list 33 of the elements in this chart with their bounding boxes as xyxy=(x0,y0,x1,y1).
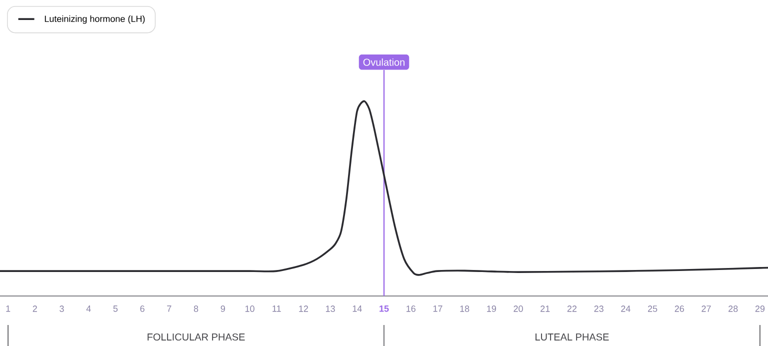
x-tick-label: 6 xyxy=(140,306,144,312)
x-tick-label: 28 xyxy=(728,306,738,312)
x-tick-label: 25 xyxy=(648,306,658,312)
x-tick-label: 7 xyxy=(167,306,172,312)
x-tick-label: 24 xyxy=(621,306,630,312)
x-tick-label: 22 xyxy=(567,306,577,312)
legend-label: Luteinizing hormone (LH) xyxy=(44,15,145,24)
x-tick-label: 26 xyxy=(674,306,684,312)
x-tick-label: 29 xyxy=(755,306,765,312)
x-tick-label: 15 xyxy=(380,306,389,312)
ref-line-label: Ovulation xyxy=(363,58,404,66)
x-tick-label: 11 xyxy=(272,306,281,312)
x-tick-label: 14 xyxy=(352,306,362,312)
x-tick-label: 23 xyxy=(594,306,604,312)
x-tick-label: 16 xyxy=(406,306,416,312)
x-tick-label: 9 xyxy=(220,306,225,312)
x-tick-label: 12 xyxy=(299,306,308,312)
text: FOLLICULAR PHASE xyxy=(148,333,245,341)
x-tick-label: 8 xyxy=(194,306,198,312)
x-tick-label: 27 xyxy=(702,306,711,312)
text: LUTEAL PHASE xyxy=(536,333,609,341)
x-tick-label: 18 xyxy=(460,306,470,312)
x-tick-label: 19 xyxy=(487,306,496,312)
x-tick-label: 3 xyxy=(60,306,64,312)
x-tick-label: 13 xyxy=(326,306,335,312)
x-tick-label: 4 xyxy=(86,306,91,312)
x-tick-label: 5 xyxy=(113,306,118,312)
x-tick-label: 20 xyxy=(514,306,523,312)
x-tick-label: 17 xyxy=(433,306,442,312)
x-tick-label: 21 xyxy=(540,306,550,312)
x-tick-label: 10 xyxy=(245,306,254,312)
x-tick-label: 1 xyxy=(6,306,10,312)
x-tick-label: 2 xyxy=(32,306,37,312)
